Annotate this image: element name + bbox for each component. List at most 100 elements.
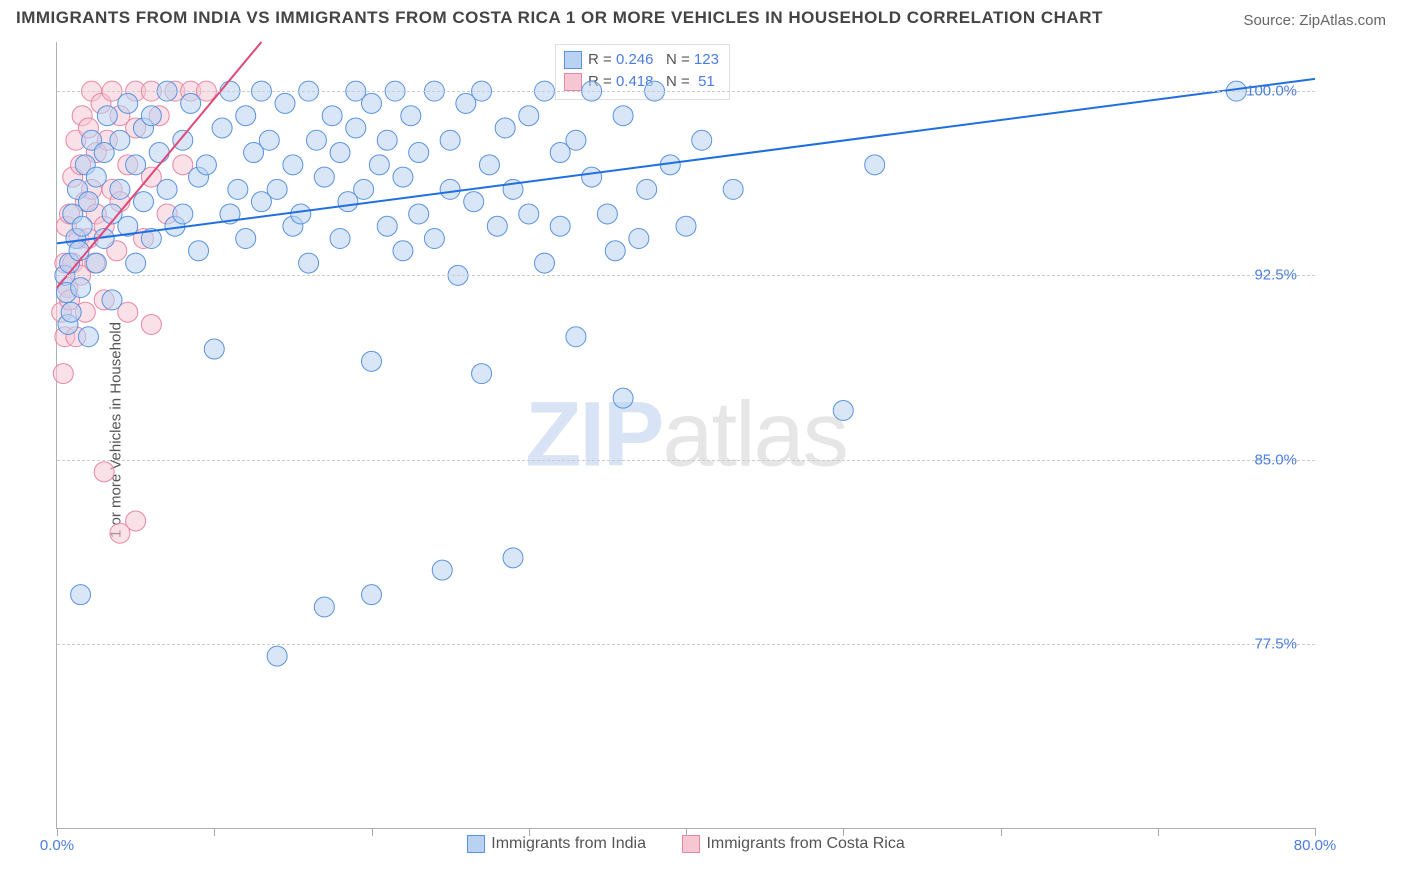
scatter-point <box>181 93 201 113</box>
scatter-point <box>393 241 413 261</box>
scatter-point <box>212 118 232 138</box>
scatter-point <box>149 143 169 163</box>
scatter-point <box>362 585 382 605</box>
scatter-point <box>495 118 515 138</box>
scatter-point <box>330 229 350 249</box>
scatter-svg <box>57 42 1315 828</box>
ytick-label: 100.0% <box>1246 83 1297 100</box>
xtick <box>57 828 58 836</box>
scatter-point <box>464 192 484 212</box>
scatter-point <box>314 597 334 617</box>
scatter-point <box>393 167 413 187</box>
legend-series: Immigrants from India Immigrants from Co… <box>57 835 1315 858</box>
scatter-point <box>409 204 429 224</box>
scatter-point <box>637 179 657 199</box>
scatter-point <box>110 179 130 199</box>
scatter-point <box>141 106 161 126</box>
scatter-point <box>440 130 460 150</box>
scatter-point <box>72 216 92 236</box>
scatter-point <box>126 253 146 273</box>
scatter-point <box>377 216 397 236</box>
scatter-point <box>487 216 507 236</box>
scatter-point <box>377 130 397 150</box>
xtick <box>1001 828 1002 836</box>
scatter-point <box>330 143 350 163</box>
scatter-point <box>322 106 342 126</box>
scatter-point <box>228 179 248 199</box>
xtick <box>1315 828 1316 836</box>
scatter-point <box>141 314 161 334</box>
scatter-point <box>173 130 193 150</box>
scatter-point <box>196 155 216 175</box>
scatter-point <box>613 388 633 408</box>
scatter-point <box>78 327 98 347</box>
scatter-point <box>267 646 287 666</box>
scatter-point <box>597 204 617 224</box>
scatter-point <box>173 204 193 224</box>
legend-label-costarica: Immigrants from Costa Rica <box>706 835 904 853</box>
scatter-point <box>236 106 256 126</box>
scatter-point <box>613 106 633 126</box>
scatter-point <box>354 179 374 199</box>
scatter-point <box>86 167 106 187</box>
legend-label-india: Immigrants from India <box>491 835 646 853</box>
legend-item-india: Immigrants from India <box>467 835 646 853</box>
scatter-point <box>424 229 444 249</box>
scatter-point <box>346 118 366 138</box>
xtick <box>214 828 215 836</box>
scatter-point <box>259 130 279 150</box>
scatter-point <box>157 179 177 199</box>
scatter-point <box>566 327 586 347</box>
gridline-h <box>57 91 1315 92</box>
xtick <box>686 828 687 836</box>
plot-area: ZIPatlas R = 0.246 N = 123 R = 0.418 N =… <box>56 42 1315 829</box>
scatter-point <box>97 106 117 126</box>
source-label: Source: ZipAtlas.com <box>1243 12 1386 29</box>
scatter-point <box>676 216 696 236</box>
xtick <box>529 828 530 836</box>
scatter-point <box>204 339 224 359</box>
chart-title: IMMIGRANTS FROM INDIA VS IMMIGRANTS FROM… <box>16 8 1103 28</box>
scatter-point <box>236 229 256 249</box>
scatter-point <box>479 155 499 175</box>
scatter-point <box>605 241 625 261</box>
scatter-point <box>283 155 303 175</box>
scatter-point <box>53 364 73 384</box>
scatter-point <box>534 253 554 273</box>
xtick-label-max: 80.0% <box>1294 837 1337 854</box>
scatter-point <box>71 278 91 298</box>
scatter-point <box>110 130 130 150</box>
scatter-point <box>692 130 712 150</box>
scatter-point <box>126 511 146 531</box>
xtick <box>372 828 373 836</box>
scatter-point <box>78 192 98 212</box>
legend-item-costarica: Immigrants from Costa Rica <box>682 835 904 853</box>
ytick-label: 92.5% <box>1254 267 1297 284</box>
gridline-h <box>57 460 1315 461</box>
gridline-h <box>57 275 1315 276</box>
scatter-point <box>314 167 334 187</box>
scatter-point <box>865 155 885 175</box>
scatter-point <box>401 106 421 126</box>
scatter-point <box>189 241 209 261</box>
legend-swatch-costarica-icon <box>682 835 700 853</box>
scatter-point <box>69 241 89 261</box>
scatter-point <box>126 155 146 175</box>
ytick-label: 77.5% <box>1254 635 1297 652</box>
scatter-point <box>409 143 429 163</box>
scatter-point <box>299 253 319 273</box>
scatter-point <box>118 93 138 113</box>
scatter-point <box>503 548 523 568</box>
scatter-point <box>566 130 586 150</box>
scatter-point <box>362 351 382 371</box>
scatter-point <box>94 462 114 482</box>
gridline-h <box>57 644 1315 645</box>
xtick <box>1158 828 1159 836</box>
scatter-point <box>833 400 853 420</box>
scatter-point <box>102 290 122 310</box>
xtick-label-min: 0.0% <box>40 837 74 854</box>
scatter-point <box>432 560 452 580</box>
scatter-point <box>440 179 460 199</box>
scatter-point <box>306 130 326 150</box>
scatter-point <box>275 93 295 113</box>
